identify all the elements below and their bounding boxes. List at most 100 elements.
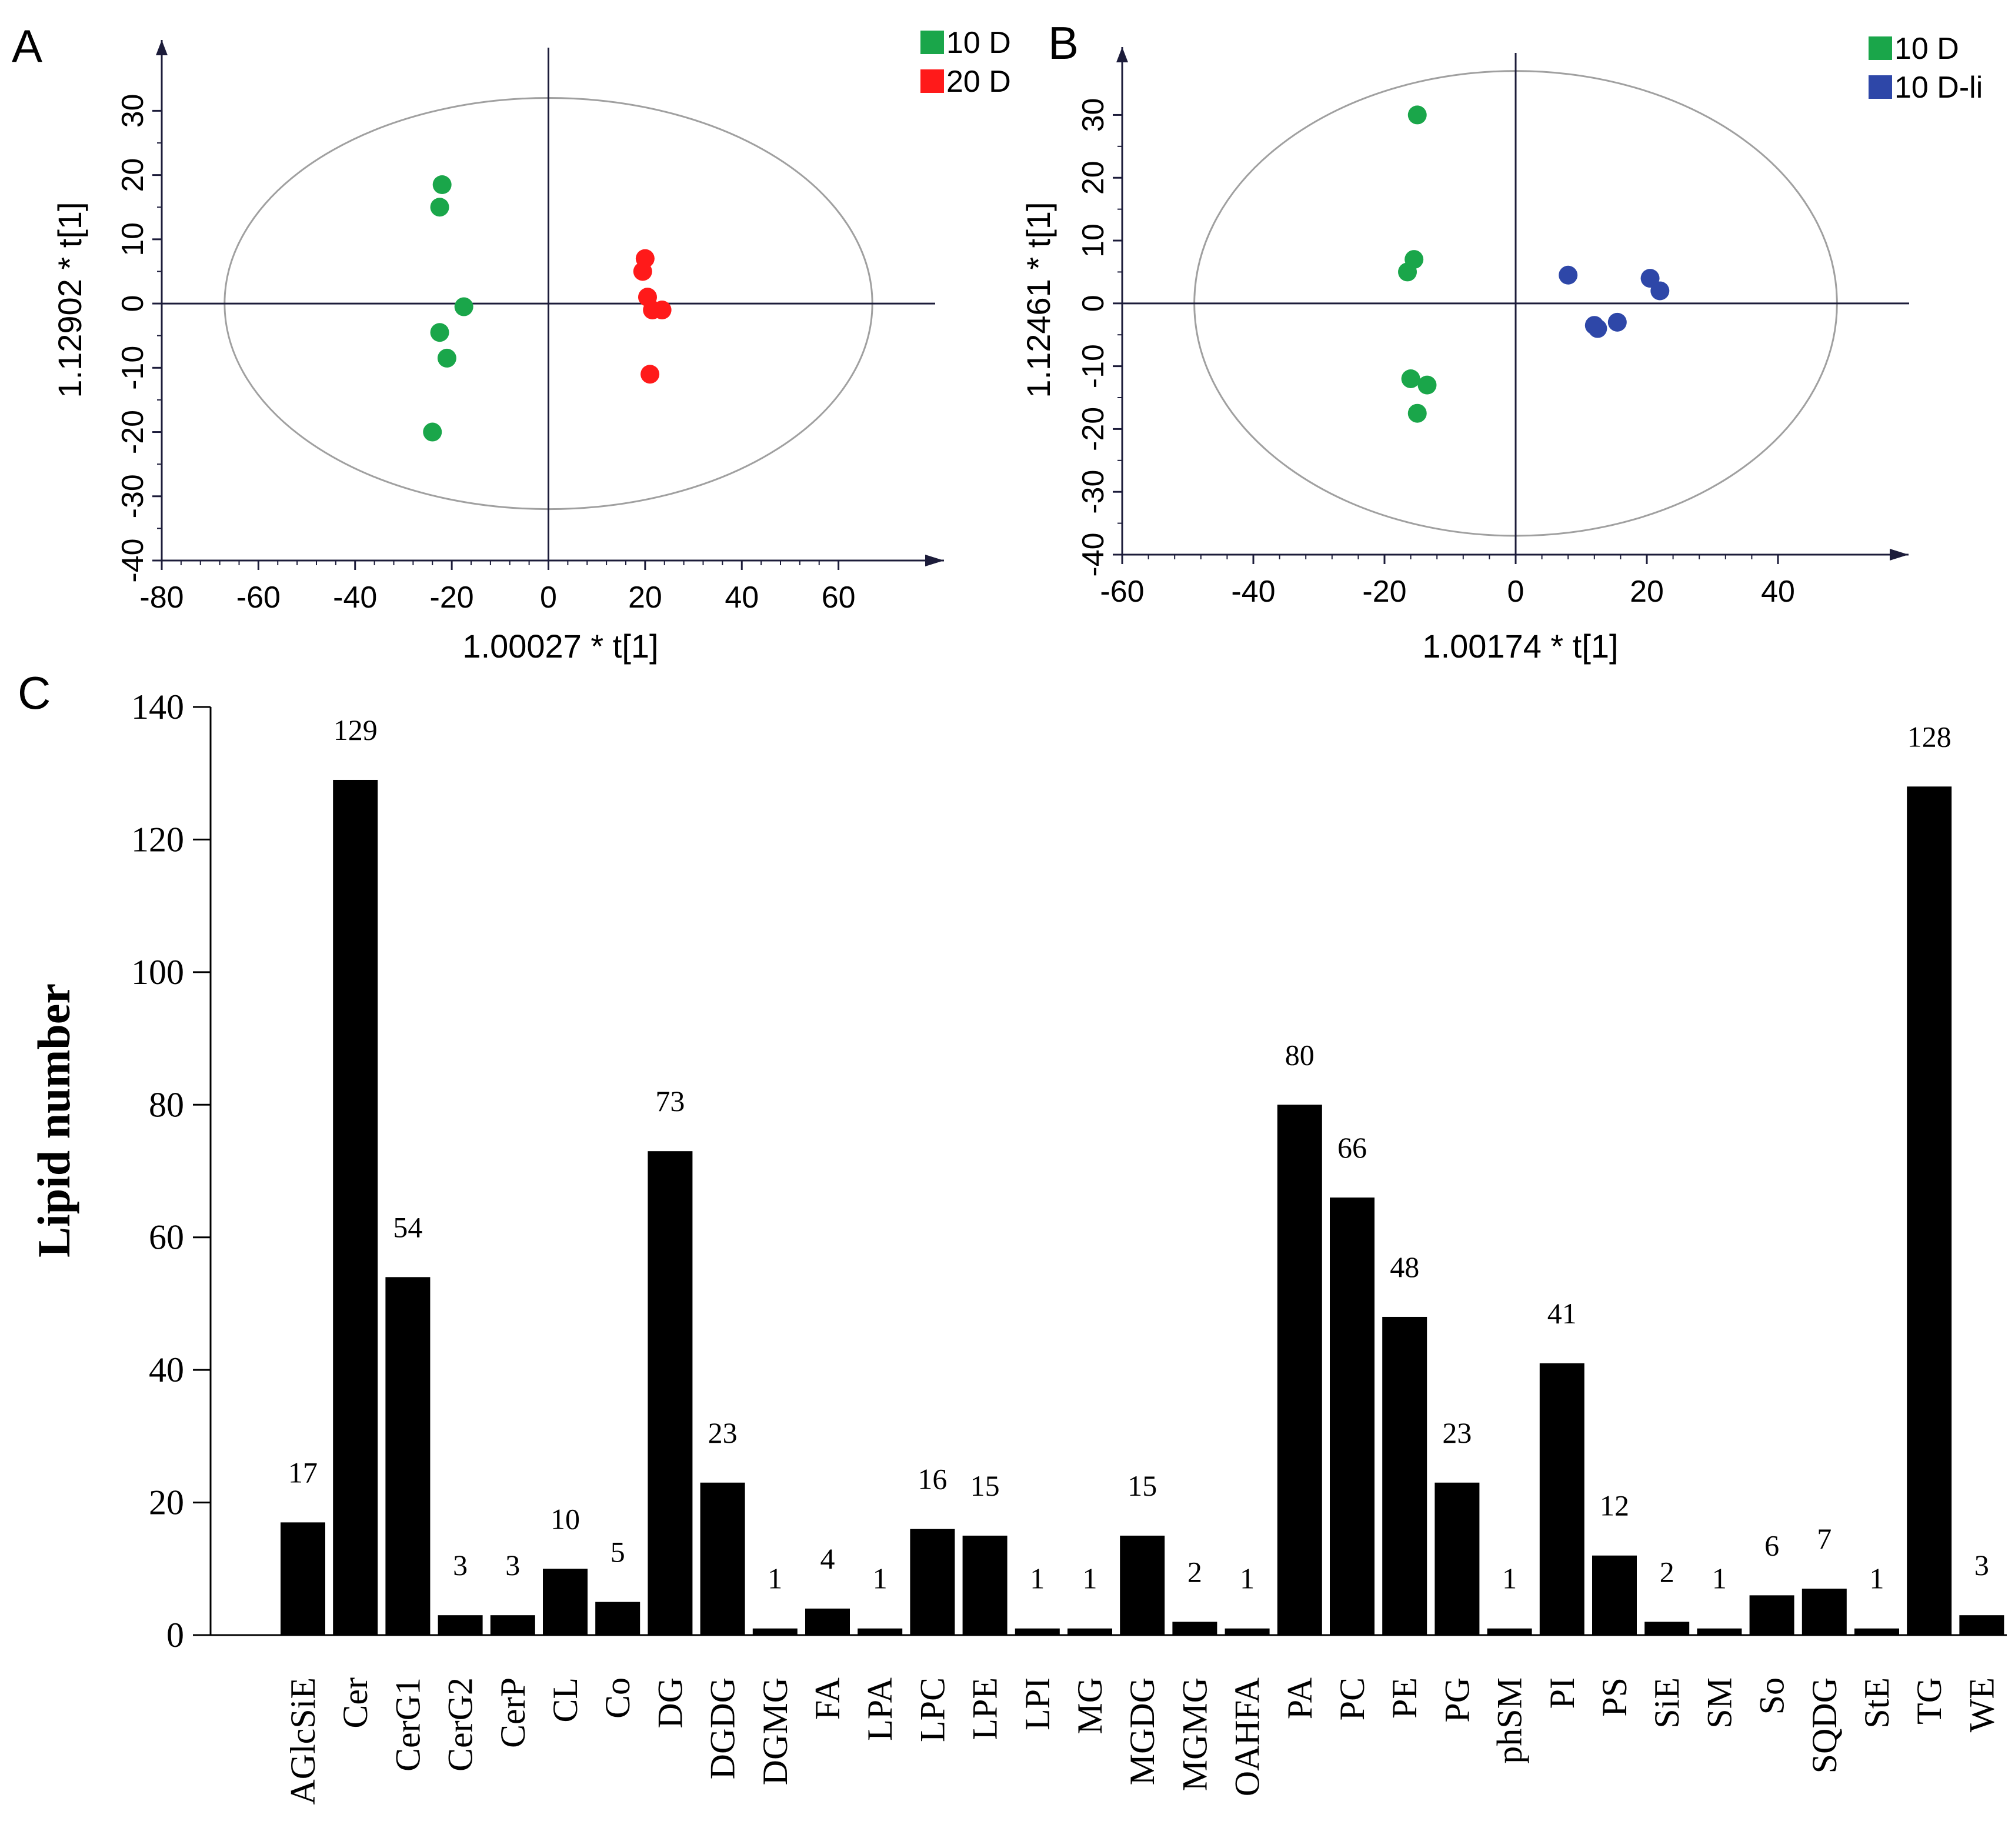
x-axis-arrow-a xyxy=(925,555,944,566)
point-b-s1 xyxy=(1650,281,1670,301)
legend-swatch-b-s0 xyxy=(1869,36,1892,60)
bar-value-label: 1 xyxy=(1240,1562,1255,1595)
bar-value-label: 129 xyxy=(333,713,378,746)
x-tick-label-a: -40 xyxy=(333,581,377,615)
y-tick-label-a: 0 xyxy=(116,295,150,312)
y-tick-label-a: 20 xyxy=(116,158,150,192)
category-label: LPI xyxy=(1018,1677,1057,1730)
point-b-s0 xyxy=(1398,262,1417,282)
bar-value-label: 23 xyxy=(708,1416,738,1449)
y-tick-label-b: -30 xyxy=(1076,470,1110,514)
point-b-s0 xyxy=(1407,403,1427,423)
y-tick-label-c: 120 xyxy=(131,820,184,859)
bar-cerg2 xyxy=(438,1615,483,1635)
y-tick-label-b: -10 xyxy=(1076,344,1110,388)
y-axis-label-b: 1.12461 * t[1] xyxy=(1020,202,1057,398)
bar-so xyxy=(1749,1595,1794,1635)
bar-tg xyxy=(1907,786,1952,1635)
category-label: PS xyxy=(1595,1677,1634,1717)
bar-ste xyxy=(1854,1628,1899,1635)
bar-value-label: 73 xyxy=(655,1085,685,1118)
y-tick-label-c: 80 xyxy=(149,1085,184,1124)
panel-letter-b: B xyxy=(1048,17,1079,69)
bar-value-label: 2 xyxy=(1660,1555,1674,1588)
category-label: MG xyxy=(1070,1677,1109,1734)
bar-value-label: 1 xyxy=(768,1562,782,1595)
x-tick-label-b: 40 xyxy=(1761,575,1795,609)
point-a-s0 xyxy=(432,175,452,194)
bar-value-label: 5 xyxy=(610,1536,625,1569)
category-label: AGlcSiE xyxy=(283,1677,322,1805)
point-b-s1 xyxy=(1588,319,1607,338)
bar-value-label: 1 xyxy=(1083,1562,1097,1595)
bar-value-label: 80 xyxy=(1285,1038,1315,1071)
x-axis-label-b: 1.00174 * t[1] xyxy=(1422,628,1618,665)
bar-phsm xyxy=(1487,1628,1532,1635)
category-label: TG xyxy=(1910,1677,1949,1724)
bar-oahfa xyxy=(1225,1628,1270,1635)
point-b-s0 xyxy=(1407,105,1427,125)
y-tick-label-b: -40 xyxy=(1076,532,1110,576)
bar-value-label: 3 xyxy=(505,1549,520,1582)
bar-value-label: 16 xyxy=(918,1463,947,1496)
category-label: LPC xyxy=(913,1677,952,1742)
bar-lpc xyxy=(910,1529,955,1635)
bar-cerp xyxy=(490,1615,535,1635)
x-tick-label-a: -20 xyxy=(430,581,474,615)
legend-label-a-s1: 20 D xyxy=(946,65,1011,99)
category-label: DG xyxy=(650,1677,689,1729)
y-tick-label-a: -20 xyxy=(116,410,150,454)
bar-value-label: 12 xyxy=(1600,1489,1629,1522)
x-axis-label-a: 1.00027 * t[1] xyxy=(462,628,658,665)
category-label: SQDG xyxy=(1805,1677,1844,1773)
y-tick-label-b: 0 xyxy=(1076,295,1110,312)
point-a-s1 xyxy=(652,301,672,319)
bar-value-label: 1 xyxy=(1030,1562,1045,1595)
legend-label-b-s1: 10 D-li xyxy=(1894,71,1983,105)
bar-value-label: 15 xyxy=(970,1469,1000,1502)
bar-value-label: 15 xyxy=(1127,1469,1157,1502)
point-a-s0 xyxy=(423,422,442,442)
y-tick-label-c: 40 xyxy=(149,1350,184,1389)
x-tick-label-b: -20 xyxy=(1362,575,1406,609)
bar-value-label: 23 xyxy=(1442,1416,1472,1449)
panel-letter-a: A xyxy=(12,20,42,72)
category-label: WE xyxy=(1962,1677,2001,1732)
category-label: LPA xyxy=(860,1677,899,1741)
bar-pe xyxy=(1382,1316,1427,1635)
y-tick-label-a: -30 xyxy=(116,474,150,518)
category-label: SM xyxy=(1700,1677,1739,1729)
point-a-s0 xyxy=(430,198,449,217)
bar-dgmg xyxy=(752,1628,798,1635)
x-tick-label-a: 20 xyxy=(628,581,662,615)
y-tick-label-b: 30 xyxy=(1076,98,1110,132)
bar-lpe xyxy=(962,1535,1007,1635)
legend-a: 10 D 20 D xyxy=(920,26,1011,99)
category-label: phSM xyxy=(1490,1677,1529,1764)
bar-co xyxy=(595,1602,640,1635)
bar-cerg1 xyxy=(385,1277,431,1635)
bar-value-label: 1 xyxy=(1502,1562,1517,1595)
bar-value-label: 3 xyxy=(1974,1549,1989,1582)
bar-dgdg xyxy=(700,1482,745,1635)
bar-value-label: 54 xyxy=(393,1210,422,1243)
point-b-s0 xyxy=(1417,375,1437,395)
bar-sqdg xyxy=(1802,1589,1847,1635)
legend-label-b-s0: 10 D xyxy=(1894,32,1959,66)
x-tick-label-a: 40 xyxy=(725,581,759,615)
x-axis-arrow-b xyxy=(1890,549,1909,561)
bar-lpa xyxy=(858,1628,903,1635)
category-label: DGMG xyxy=(756,1677,795,1785)
legend-label-a-s0: 10 D xyxy=(946,26,1011,60)
bar-value-label: 41 xyxy=(1547,1297,1577,1330)
y-tick-label-a: 30 xyxy=(116,94,150,128)
point-b-s1 xyxy=(1559,265,1578,285)
y-axis-label-a: 1.12902 * t[1] xyxy=(51,202,88,398)
y-tick-label-c: 0 xyxy=(166,1616,184,1654)
category-label: LPE xyxy=(966,1677,1005,1740)
category-label: FA xyxy=(808,1677,847,1720)
bar-value-label: 128 xyxy=(1907,720,1951,753)
y-axis-arrow-a xyxy=(156,40,168,55)
category-label: CerG2 xyxy=(441,1677,480,1772)
